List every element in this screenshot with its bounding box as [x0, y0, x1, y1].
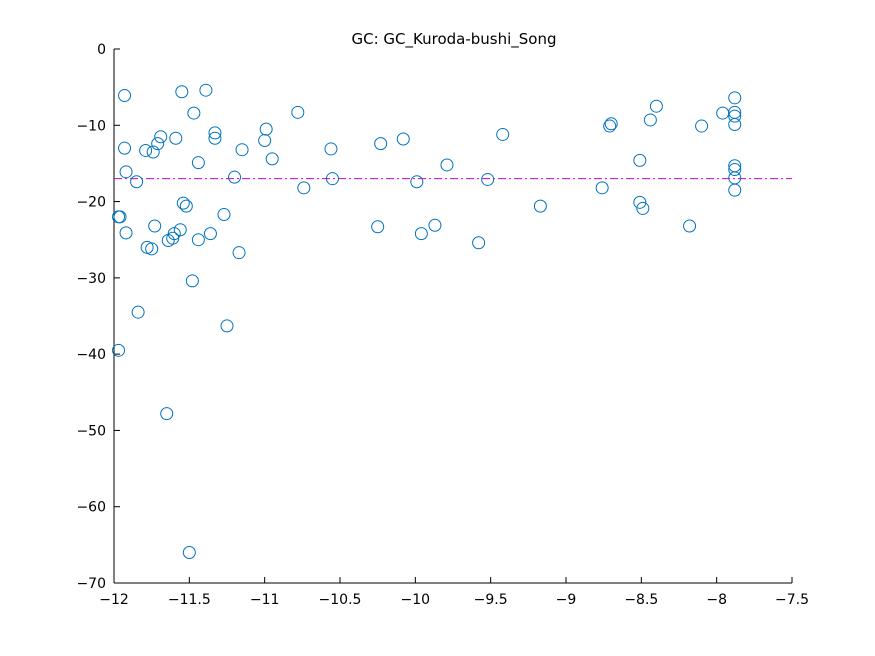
data-point: [396, 132, 410, 146]
data-point: [118, 89, 132, 103]
data-point: [151, 137, 165, 151]
data-point: [191, 233, 205, 247]
data-point: [410, 175, 424, 189]
data-point: [325, 172, 339, 186]
data-point: [716, 106, 730, 120]
data-point: [169, 131, 183, 145]
data-point: [131, 305, 145, 319]
data-point: [604, 117, 618, 131]
data-point: [199, 83, 213, 97]
data-points: [112, 83, 742, 559]
data-point: [728, 91, 742, 105]
y-tick-label: −40: [76, 347, 106, 363]
data-point: [533, 199, 547, 213]
data-point: [643, 113, 657, 127]
data-point: [633, 195, 647, 209]
data-point: [130, 175, 144, 189]
data-point: [179, 199, 193, 213]
y-tick-label: −50: [76, 423, 106, 439]
data-point: [232, 246, 246, 260]
data-point: [440, 158, 454, 172]
y-tick-label: −30: [76, 271, 106, 287]
data-point: [728, 163, 742, 177]
data-point: [235, 143, 249, 157]
x-tick-label: −10: [401, 592, 431, 608]
data-point: [208, 126, 222, 140]
data-point: [228, 170, 242, 184]
data-point: [182, 545, 196, 559]
data-point: [728, 183, 742, 197]
x-tick-label: −11: [250, 592, 280, 608]
data-point: [148, 219, 162, 233]
x-tick-label: −8: [706, 592, 727, 608]
data-point: [185, 274, 199, 288]
data-point: [113, 210, 127, 224]
data-point: [176, 196, 190, 210]
data-point: [371, 220, 385, 234]
data-point: [595, 181, 609, 195]
x-tick-label: −7.5: [775, 592, 809, 608]
data-point: [139, 143, 153, 157]
data-point: [472, 236, 486, 250]
data-point: [695, 119, 709, 133]
data-point: [728, 118, 742, 132]
axes: −12 −11.5 −11 −10.5 −10 −9.5 −9 −8.5 −8 −7.5 0 −10 −…: [76, 42, 809, 608]
data-point: [324, 142, 338, 156]
data-point: [728, 109, 742, 123]
data-point: [119, 165, 133, 179]
x-tick-label: −11.5: [168, 592, 211, 608]
data-point: [145, 242, 159, 256]
data-point: [175, 85, 189, 99]
data-point: [481, 172, 495, 186]
y-tick-label: −70: [76, 576, 106, 592]
x-tick-label: −9.5: [474, 592, 508, 608]
data-point: [187, 106, 201, 120]
x-tick-label: −8.5: [624, 592, 658, 608]
data-point: [191, 156, 205, 170]
data-point: [496, 127, 510, 141]
data-point: [220, 319, 234, 333]
data-point: [259, 122, 273, 136]
data-point: [119, 226, 133, 240]
data-point: [633, 153, 647, 167]
data-point: [118, 141, 132, 155]
y-tick-label: −60: [76, 500, 106, 516]
data-point: [636, 201, 650, 215]
data-point: [173, 223, 187, 237]
data-point: [217, 208, 231, 222]
data-point: [374, 137, 388, 151]
x-tick-label: −12: [99, 592, 129, 608]
data-point: [728, 171, 742, 185]
data-point: [297, 181, 311, 195]
chart-title: GC: GC_Kuroda-bushi_Song: [352, 30, 557, 49]
data-point: [291, 105, 305, 119]
data-point: [203, 227, 217, 241]
data-point: [112, 343, 126, 357]
data-point: [208, 131, 222, 145]
x-tick-label: −10.5: [319, 592, 362, 608]
data-point: [146, 145, 160, 159]
data-point: [154, 130, 168, 144]
data-point: [428, 218, 442, 232]
x-tick-label: −9: [556, 592, 577, 608]
data-point: [649, 99, 663, 113]
y-tick-label: −10: [76, 118, 106, 134]
data-point: [265, 152, 279, 166]
data-point: [160, 407, 174, 421]
data-point: [414, 227, 428, 241]
data-point: [683, 219, 697, 233]
data-point: [258, 134, 272, 148]
data-point: [603, 119, 617, 133]
y-tick-label: 0: [97, 42, 106, 58]
y-tick-label: −20: [76, 195, 106, 211]
